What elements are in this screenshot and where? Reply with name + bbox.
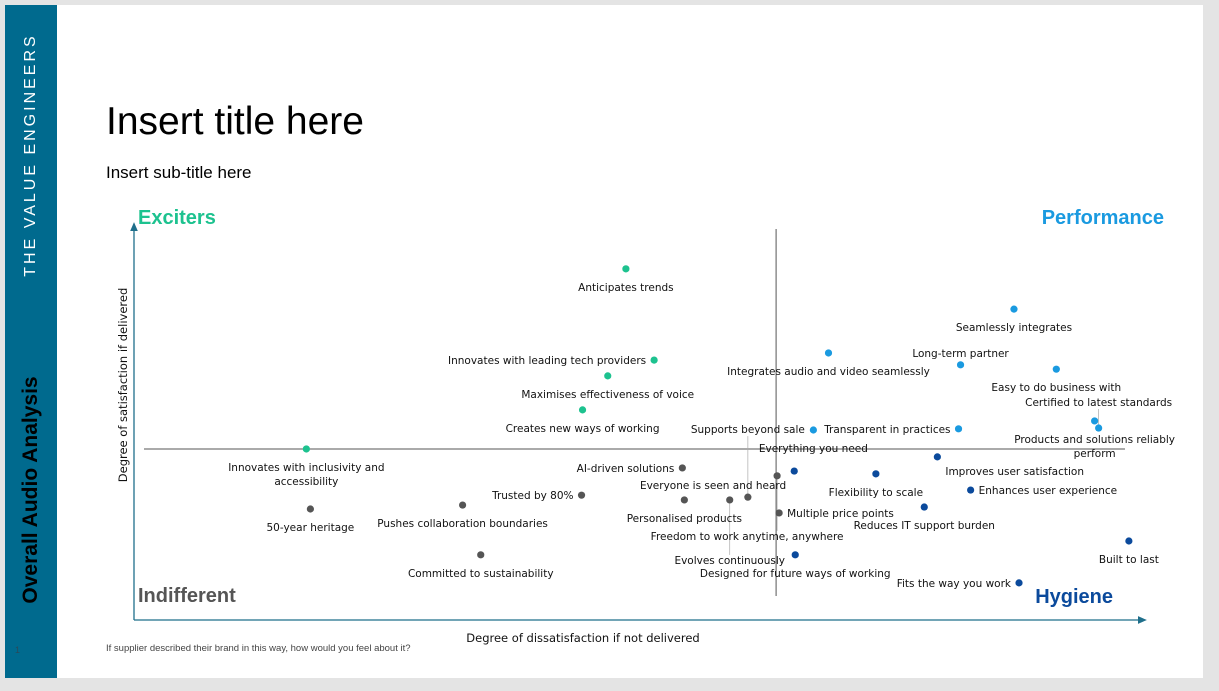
data-point-label: Seamlessly integrates	[956, 322, 1072, 334]
data-point	[306, 505, 314, 513]
data-point	[1052, 365, 1060, 373]
data-point	[678, 464, 686, 472]
data-point	[577, 491, 586, 499]
data-point	[920, 503, 928, 511]
slide: THE VALUE ENGINEERS Overall Audio Analys…	[5, 5, 1203, 678]
quadrant-label-hygiene: Hygiene	[1035, 586, 1113, 608]
data-point	[477, 551, 485, 559]
sidebar: THE VALUE ENGINEERS Overall Audio Analys…	[5, 5, 57, 678]
data-point-label: Everything you need	[759, 443, 868, 455]
data-point	[622, 265, 630, 273]
data-point-label: Innovates with inclusivity and accessibil…	[228, 462, 384, 488]
data-point	[933, 453, 941, 461]
data-point	[1095, 424, 1103, 432]
data-point	[809, 426, 817, 434]
page-subtitle[interactable]: Insert sub-title here	[106, 163, 252, 182]
data-point	[775, 509, 783, 517]
data-point	[302, 445, 310, 453]
data-point-label: Everyone is seen and heard	[640, 480, 786, 492]
data-point-label: Multiple price points	[787, 508, 894, 520]
x-axis-label: Degree of dissatisfaction if not deliver…	[466, 631, 699, 645]
data-point	[1125, 537, 1133, 545]
data-point-label: Freedom to work anytime, anywhere	[651, 531, 844, 543]
data-point-label: Products and solutions reliably perform	[1014, 434, 1175, 460]
data-point	[790, 467, 798, 475]
data-point	[726, 496, 734, 504]
data-point-label: Fits the way you work	[897, 578, 1012, 590]
data-point	[680, 496, 688, 504]
data-point-label: Transparent in practices	[823, 424, 950, 436]
data-point	[578, 406, 587, 414]
data-point	[773, 472, 781, 480]
data-point-label: Pushes collaboration boundaries	[377, 518, 548, 530]
data-point	[967, 486, 975, 494]
data-point	[872, 470, 880, 478]
data-point	[1010, 305, 1018, 313]
data-point-label: AI-driven solutions	[577, 463, 675, 475]
data-point	[1091, 417, 1099, 425]
data-point-label: Long-term partner	[912, 348, 1009, 360]
data-point-label: Evolves continuously	[674, 555, 785, 567]
data-point-label: Committed to sustainability	[408, 568, 554, 580]
data-point-label: Improves user satisfaction	[945, 466, 1084, 478]
page-title[interactable]: Insert title here	[106, 100, 364, 143]
data-point-label: Easy to do business with	[991, 382, 1121, 394]
data-point	[954, 425, 963, 433]
data-points: Anticipates trends Innovates with leading…	[228, 265, 1175, 590]
page-number: 1	[15, 645, 21, 655]
footnote: If supplier described their brand in thi…	[106, 643, 411, 654]
data-point-label: Trusted by 80%	[491, 490, 573, 502]
data-point-label: Creates new ways of working	[506, 423, 660, 435]
data-point-label: Designed for future ways of working	[700, 568, 891, 580]
data-point	[744, 493, 752, 501]
quadrant-label-performance: Performance	[1042, 207, 1164, 229]
data-point	[824, 349, 833, 357]
quadrant-label-indifferent: Indifferent	[138, 585, 236, 607]
data-point-label: Maximises effectiveness of voice	[521, 389, 694, 401]
data-point-label: Anticipates trends	[578, 282, 674, 294]
data-point	[650, 356, 658, 364]
data-point-label: 50-year heritage	[267, 522, 355, 534]
data-point-label: Personalised products	[627, 513, 742, 525]
data-point-label: Certified to latest standards	[1025, 397, 1172, 409]
y-axis-label: Degree of satisfaction if delivered	[116, 288, 130, 482]
data-point-label: Built to last	[1099, 554, 1159, 566]
data-point	[791, 551, 799, 559]
data-point-label: Flexibility to scale	[829, 487, 923, 499]
data-point	[604, 372, 612, 380]
data-point-label: Supports beyond sale	[691, 424, 805, 436]
data-point	[459, 501, 467, 509]
data-point-label: Innovates with leading tech providers	[448, 355, 646, 367]
data-point-label: Reduces IT support burden	[854, 520, 995, 532]
data-point	[956, 361, 965, 369]
data-point-label: Integrates audio and video seamlessly	[727, 366, 930, 378]
data-point-label: Enhances user experience	[979, 485, 1118, 497]
data-point	[1015, 579, 1023, 587]
quadrant-label-exciters: Exciters	[138, 207, 216, 229]
